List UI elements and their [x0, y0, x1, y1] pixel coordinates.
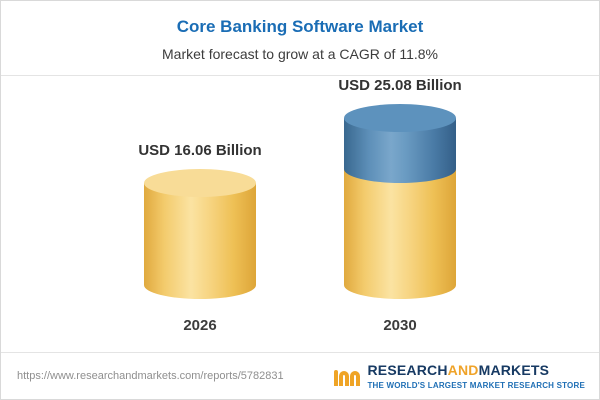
research-and-markets-logo-icon: [334, 365, 361, 387]
cylinder-top-cap: [144, 169, 256, 197]
logo-mark-stem: [334, 370, 339, 386]
logo-word-markets: MARKETS: [478, 361, 550, 378]
cylinder-bar: [344, 104, 456, 299]
category-label: 2030: [383, 317, 417, 334]
chart-header: Core Banking Software Market Market fore…: [1, 1, 599, 76]
bar-value-label: USD 25.08 Billion: [338, 77, 462, 94]
chart-column-2026: USD 16.06 Billion 2026: [124, 142, 276, 334]
logo-mark-arch: [339, 371, 350, 386]
footer: https://www.researchandmarkets.com/repor…: [1, 352, 599, 399]
source-url[interactable]: https://www.researchandmarkets.com/repor…: [17, 370, 284, 382]
header-divider: [1, 75, 599, 76]
cylinder-top-cap: [344, 104, 456, 132]
cylinder-base-segment: [144, 183, 256, 299]
chart-subtitle: Market forecast to grow at a CAGR of 11.…: [162, 46, 438, 62]
logo-wordmark: RESEARCHANDMARKETS: [367, 361, 585, 378]
logo-word-and: AND: [447, 361, 479, 378]
logo: RESEARCHANDMARKETS THE WORLD'S LARGEST M…: [334, 361, 585, 390]
cylinder-bar: [144, 169, 256, 299]
category-label: 2026: [183, 317, 217, 334]
bar-value-label: USD 16.06 Billion: [138, 142, 262, 159]
logo-tagline: THE WORLD'S LARGEST MARKET RESEARCH STOR…: [367, 380, 585, 390]
cylinder-bar-chart: USD 16.06 Billion 2026 USD 25.08 Billion 20…: [1, 76, 599, 352]
chart-title: Core Banking Software Market: [176, 17, 424, 36]
logo-word-research: RESEARCH: [367, 361, 448, 378]
logo-mark-arch: [350, 371, 361, 386]
logo-text-block: RESEARCHANDMARKETS THE WORLD'S LARGEST M…: [367, 361, 585, 390]
chart-column-2030: USD 25.08 Billion 2030: [324, 77, 476, 334]
